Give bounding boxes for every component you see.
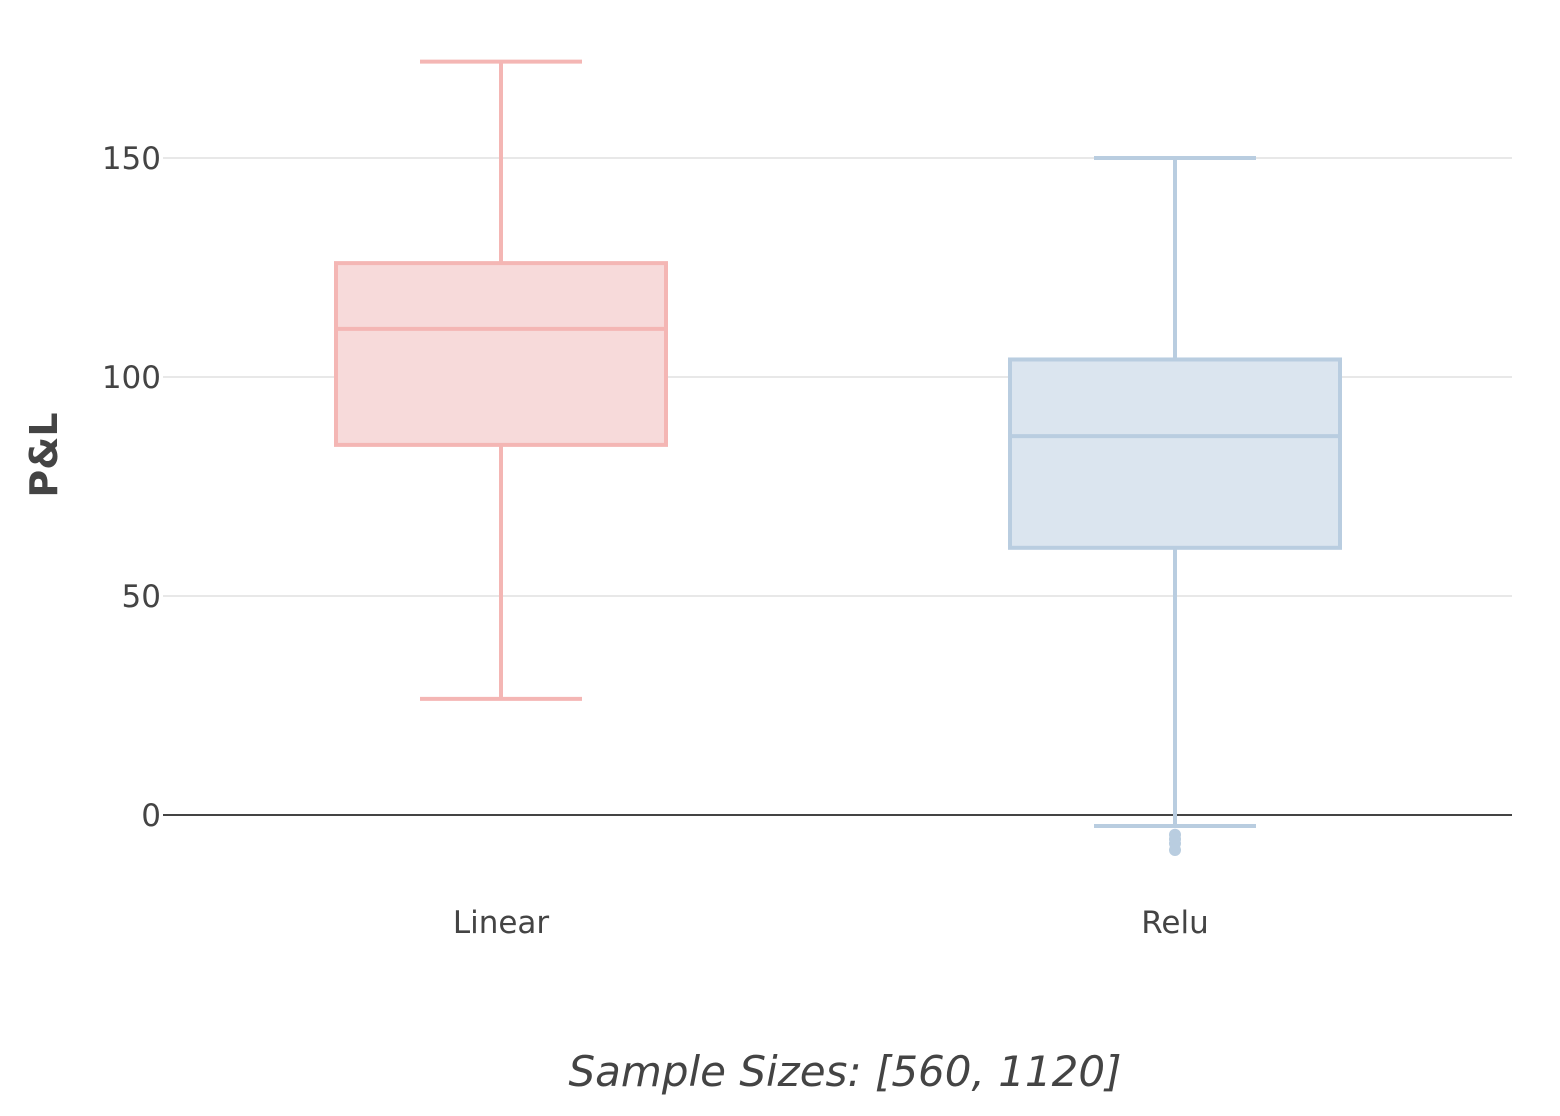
outlier-point <box>1169 844 1181 857</box>
x-axis-ticks: Linear Relu <box>453 905 1209 941</box>
y-axis-label: P&L <box>22 412 66 497</box>
box-relu <box>1008 156 1342 857</box>
box-iqr <box>334 261 668 447</box>
x-tick-label-relu: Relu <box>1141 905 1208 941</box>
y-tick-label-100: 100 <box>102 360 161 396</box>
box-iqr <box>1008 357 1342 550</box>
box-linear <box>334 59 668 701</box>
y-tick-label-50: 50 <box>122 579 161 615</box>
x-tick-label-linear: Linear <box>453 905 550 941</box>
y-tick-label-150: 150 <box>102 141 161 177</box>
box-series <box>334 59 1342 857</box>
y-tick-label-0: 0 <box>141 798 161 834</box>
y-axis-ticks: 0 50 100 150 <box>102 141 161 834</box>
x-axis-label: Sample Sizes: [560, 1120] <box>569 1047 1122 1096</box>
